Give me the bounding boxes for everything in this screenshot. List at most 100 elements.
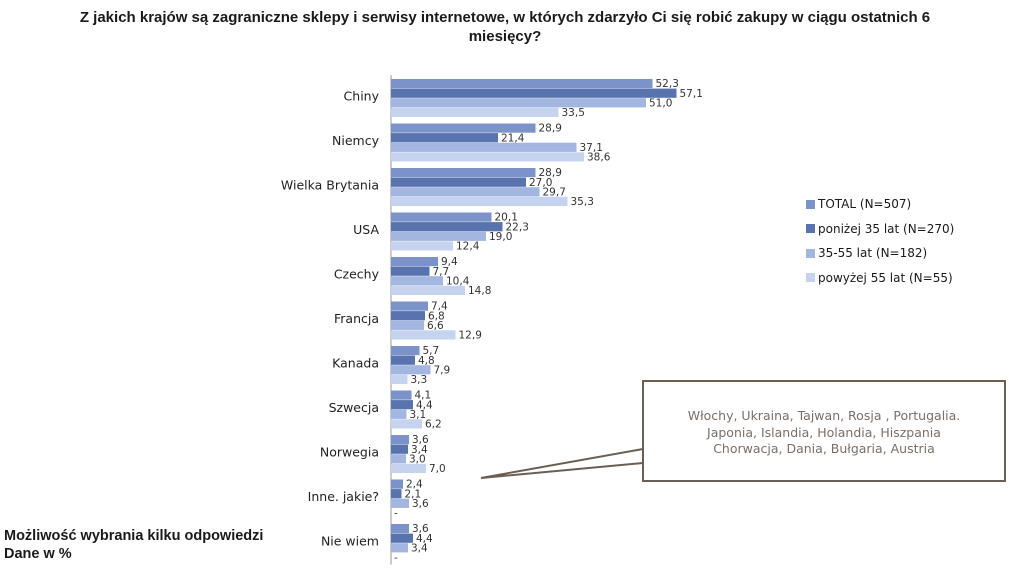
bar [391,257,438,267]
data-label: 35,3 [571,196,594,208]
bar [391,142,577,152]
legend-item: TOTAL (N=507) [806,192,954,217]
data-label: 2,4 [406,479,423,491]
legend-swatch [806,273,815,283]
legend-label: 35-55 lat (N=182) [818,246,928,260]
bar [391,88,677,98]
data-label: 4,4 [416,533,433,545]
data-label: 22,3 [506,221,529,233]
chart-legend: TOTAL (N=507) poniżej 35 lat (N=270) 35-55… [806,192,954,290]
bar [391,266,430,276]
data-label: 52,3 [656,78,679,90]
category-label: Czechy [334,266,380,281]
footnote-unit: Dane w % [4,546,72,562]
data-label: 7,0 [429,463,446,475]
chart-title: Z jakich krajów są zagraniczne sklepy i … [79,9,931,45]
data-label: - [394,508,398,520]
bar [391,196,568,206]
bar [391,533,413,543]
bar [391,435,409,445]
bar [391,374,408,384]
data-label: 51,0 [649,97,672,109]
data-label: 10,4 [446,275,470,287]
callout-line: Japonia, Islandia, Holandia, Hiszpania [707,424,941,440]
bar [391,177,526,187]
bar [391,123,536,133]
bar [391,390,412,400]
data-label: 29,7 [543,186,566,198]
legend-swatch [806,248,815,258]
data-label: 4,1 [415,390,432,402]
footnote-multi-answer: Możliwość wybrania kilku odpowiedzi [4,528,264,544]
bar [391,355,415,365]
legend-label: TOTAL (N=507) [818,197,912,211]
callout-line: Chorwacja, Dania, Bułgaria, Austria [713,441,935,456]
bar [391,498,409,508]
data-label: 9,4 [441,256,458,268]
bar [391,187,540,197]
callout-text: Włochy, Ukraina, Tajwan, Rosja , Portuga… [644,408,1004,458]
data-label: 33,5 [562,107,585,119]
legend-item: poniżej 35 lat (N=270) [806,217,954,242]
data-label: 4,8 [418,355,435,367]
data-label: 21,4 [501,132,525,144]
data-label: 28,9 [539,167,562,179]
data-label: 38,6 [587,152,611,164]
legend-label: powyżej 55 lat (N=55) [818,270,953,285]
data-label: 3,4 [411,542,428,554]
bar [391,212,492,222]
bar [391,543,408,553]
bar [391,79,653,89]
data-label: 27,0 [529,177,552,189]
legend-swatch [806,224,815,234]
bar [391,152,584,162]
bar [391,419,422,429]
bar [391,365,431,375]
data-label: 7,9 [434,364,451,376]
bar [391,400,413,410]
bar [391,285,465,295]
category-label: Nie wiem [321,533,379,548]
data-label: 3,4 [411,444,428,456]
callout-pointer [480,448,644,479]
data-label: 6,8 [428,310,445,322]
bar [391,479,403,489]
data-label: 7,7 [433,266,450,278]
category-label: USA [353,222,379,237]
category-label: Szwecja [329,400,379,415]
data-label: 57,1 [680,88,703,100]
data-label: 28,9 [539,123,562,135]
data-label: 7,4 [431,301,448,313]
bar [391,320,424,330]
data-label: 3,0 [409,453,426,465]
data-label: 6,2 [425,419,442,431]
data-label: 3,6 [412,523,429,535]
data-label: 6,6 [427,320,444,332]
data-label: 5,7 [423,345,440,357]
data-label: - [394,552,398,564]
category-label: Chiny [344,88,380,103]
bar [391,133,498,143]
bar [391,311,425,321]
bar [391,346,420,356]
bar [391,241,453,251]
bar [391,222,503,232]
bar [391,231,486,241]
category-label: Norwegia [320,444,379,459]
data-label: 3,1 [410,409,427,421]
bar [391,444,408,454]
data-label: 19,0 [489,231,512,243]
legend-item: 35-55 lat (N=182) [806,241,954,266]
bar [391,489,402,499]
legend-item: powyżej 55 lat (N=55) [806,266,954,291]
bar [391,463,426,473]
bar [391,330,456,340]
data-label: 37,1 [580,142,603,154]
category-label: Kanada [332,355,379,370]
legend-swatch [806,199,815,209]
category-label: Francja [334,311,379,326]
bar [391,107,559,117]
bar [391,301,428,311]
data-label: 12,4 [456,241,480,253]
